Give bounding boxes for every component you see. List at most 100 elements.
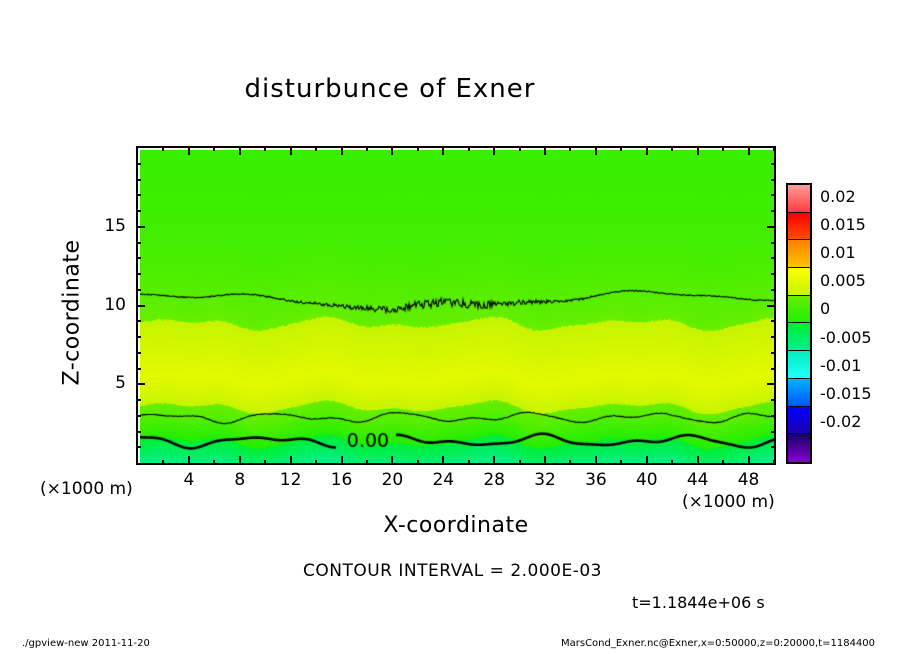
y-axis-minor-tick [136, 178, 141, 181]
y-axis-tick [136, 383, 145, 386]
x-axis-tick [391, 146, 394, 155]
contour-plot-area [136, 146, 776, 465]
y-axis-minor-tick [771, 367, 776, 370]
y-axis-minor-tick [771, 430, 776, 433]
x-axis-tick [289, 146, 292, 155]
x-axis-minor-tick [416, 146, 419, 151]
y-axis-minor-tick [136, 210, 141, 212]
y-axis-tick [767, 225, 776, 228]
x-axis-tick [493, 146, 496, 155]
colorbar-tick-label: -0.015 [820, 383, 872, 403]
y-axis-minor-tick [771, 210, 776, 212]
y-axis-tick [136, 304, 145, 307]
x-axis-tick [493, 456, 496, 465]
y-axis-minor-tick [136, 194, 141, 197]
y-axis-minor-tick [136, 273, 141, 275]
x-axis-tick [187, 456, 190, 465]
x-axis-minor-tick [467, 146, 470, 151]
y-axis-minor-tick [771, 273, 776, 275]
footer-left-text: ./gpview-new 2011-11-20 [22, 638, 150, 649]
contour-interval-annotation: CONTOUR INTERVAL = 2.000E-03 [303, 561, 602, 581]
x-axis-minor-tick [365, 460, 368, 465]
colorbar-band [788, 323, 810, 352]
x-axis-tick [238, 456, 241, 465]
x-axis-tick-label: 40 [635, 470, 658, 490]
x-axis-tick [289, 456, 292, 465]
colorbar-band [788, 434, 810, 462]
y-axis-minor-tick [136, 288, 141, 291]
x-axis-minor-tick [620, 146, 623, 151]
x-axis-tick [594, 146, 597, 155]
x-axis-minor-tick [315, 460, 318, 465]
x-axis-tick [544, 146, 547, 155]
x-axis-tick [696, 456, 699, 465]
x-axis-minor-tick [773, 146, 775, 151]
y-axis-minor-tick [136, 351, 141, 354]
y-axis-tick-label: 10 [104, 294, 126, 315]
x-axis-minor-tick [467, 460, 470, 465]
x-axis-minor-tick [722, 460, 725, 465]
colorbar-band [788, 378, 810, 407]
colorbar-tick-label: 0 [820, 299, 831, 319]
x-axis-minor-tick [620, 460, 623, 465]
x-axis-minor-tick [264, 460, 267, 465]
y-axis-tick-label: 5 [115, 373, 126, 394]
x-axis-tick [340, 456, 343, 465]
y-axis-tick [136, 225, 145, 228]
x-axis-minor-tick [213, 146, 216, 151]
x-axis-tick [696, 146, 699, 155]
colorbar-tick-label: 0.015 [820, 215, 866, 235]
x-axis-tick-label: 12 [279, 470, 302, 490]
x-axis-minor-tick [416, 460, 419, 465]
y-axis-minor-tick [136, 414, 141, 417]
contour-field-canvas [140, 150, 774, 463]
y-axis-minor-tick [136, 336, 141, 338]
x-axis-tick-label: 4 [183, 470, 195, 490]
colorbar-tick-label: 0.005 [820, 271, 866, 291]
x-axis-tick-label: 28 [483, 470, 505, 490]
x-axis-tick [747, 146, 750, 155]
x-axis-tick-label: 32 [534, 470, 556, 490]
x-axis-minor-tick [162, 460, 165, 465]
x-axis-tick [544, 456, 547, 465]
y-axis-minor-tick [771, 288, 776, 291]
x-axis-minor-tick [213, 460, 216, 465]
x-axis-minor-tick [569, 460, 572, 465]
y-axis-tick [767, 304, 776, 307]
x-axis-minor-tick [722, 146, 725, 151]
y-axis-minor-tick [136, 446, 141, 449]
x-axis-tick [187, 146, 190, 155]
y-axis-minor-tick [136, 430, 141, 433]
x-axis-minor-tick [671, 460, 674, 465]
x-axis-title: X-coordinate [383, 513, 529, 538]
colorbar-tick-label: 0.02 [820, 187, 856, 207]
x-axis-tick-label: 48 [737, 470, 760, 490]
x-axis-tick [238, 146, 241, 155]
x-axis-tick [340, 146, 343, 155]
x-axis-tick [391, 456, 394, 465]
y-axis-minor-tick [136, 162, 141, 165]
x-axis-minor-tick [518, 146, 521, 151]
time-annotation: t=1.1844e+06 s [632, 593, 765, 612]
y-axis-minor-tick [771, 241, 776, 244]
colorbar-band [788, 268, 810, 296]
colorbar-band [788, 295, 810, 324]
x-axis-unit-right: (×1000 m) [682, 492, 775, 512]
colorbar [786, 183, 812, 464]
y-axis-tick [767, 383, 776, 386]
colorbar-band [788, 185, 810, 213]
y-axis-minor-tick [136, 367, 141, 370]
page-title: disturbunce of Exner [244, 74, 536, 104]
x-axis-unit-left: (×1000 m) [40, 479, 133, 499]
colorbar-tick-label: -0.005 [820, 327, 872, 347]
y-axis-minor-tick [771, 178, 776, 181]
colorbar-tick-label: -0.02 [820, 411, 862, 431]
colorbar-band [788, 406, 810, 435]
x-axis-tick-label: 36 [585, 470, 607, 490]
colorbar-tick-label: 0.01 [820, 243, 856, 263]
y-axis-minor-tick [136, 241, 141, 244]
x-axis-tick-label: 16 [330, 470, 353, 490]
x-axis-tick [645, 146, 648, 155]
y-axis-minor-tick [771, 336, 776, 338]
y-axis-minor-tick [771, 351, 776, 354]
